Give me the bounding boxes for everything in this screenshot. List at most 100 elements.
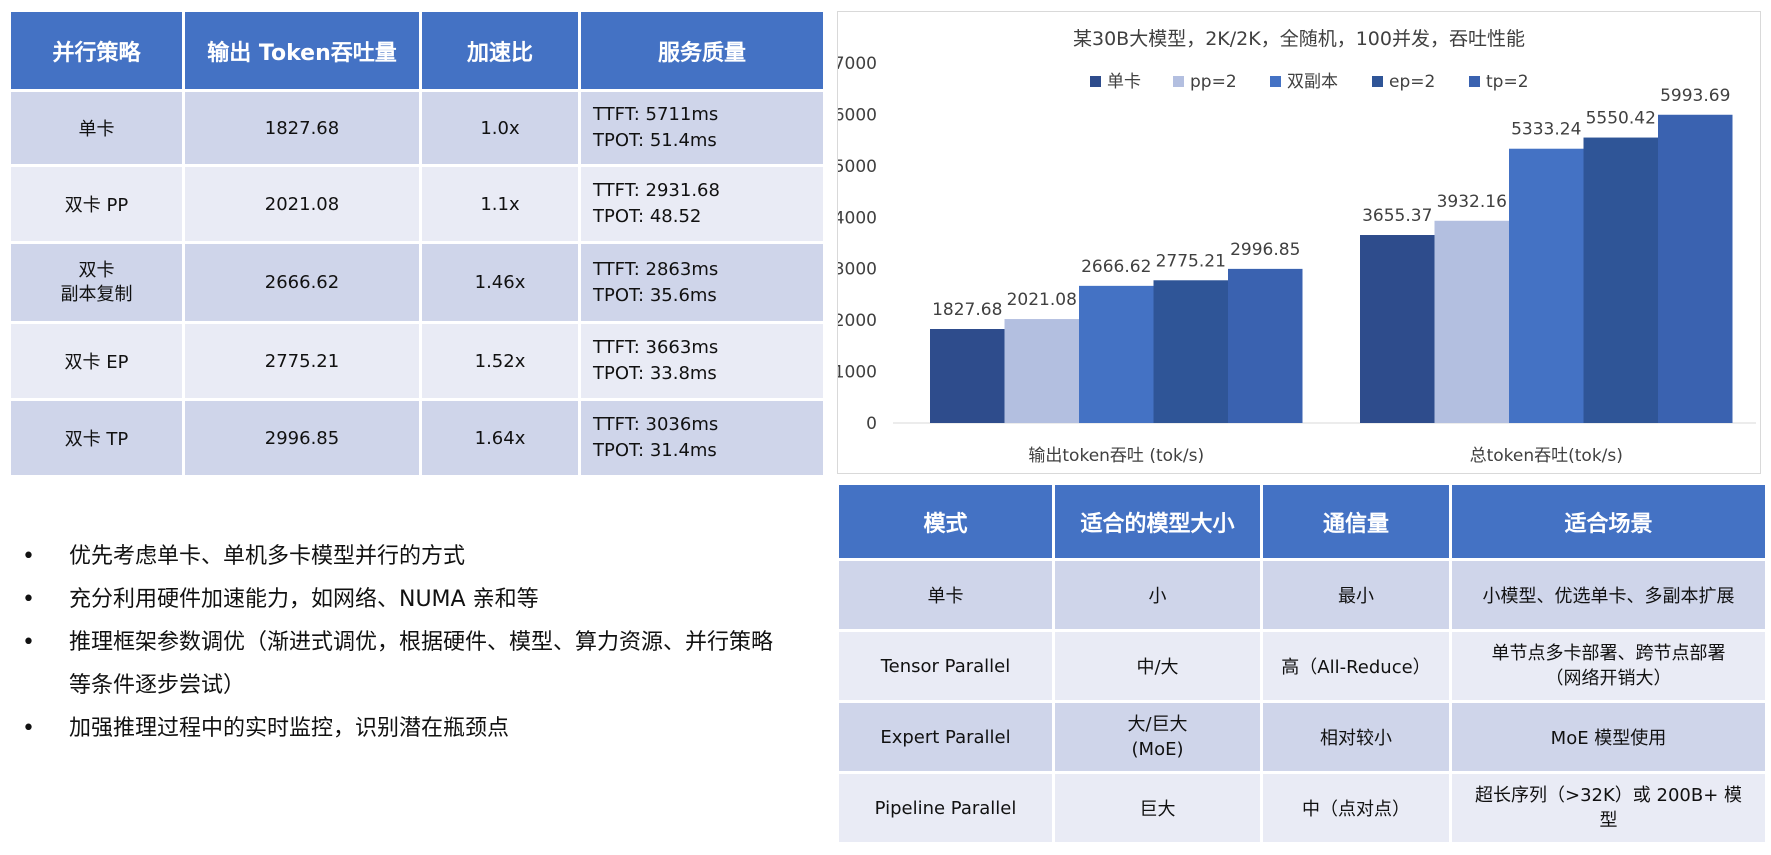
strategy-cell: 双卡 TP bbox=[8, 398, 185, 478]
table-row: 双卡 PP 2021.08 1.1x TTFT: 2931.68 TPOT: 48… bbox=[8, 164, 826, 244]
bar bbox=[1153, 280, 1228, 423]
speedup-cell: 1.0x bbox=[419, 89, 581, 167]
data-label: 5550.42 bbox=[1586, 109, 1656, 129]
scene-cell: 超长序列（>32K）或 200B+ 模型 bbox=[1449, 771, 1768, 845]
scene-cell: MoE 模型使用 bbox=[1449, 700, 1768, 774]
chart-canvas: 某30B大模型，2K/2K，全随机，100并发，吞吐性能 0 1000 2000 300… bbox=[838, 28, 1756, 466]
y-tick-label: 2000 bbox=[838, 311, 877, 331]
list-item: • 优先考虑单卡、单机多卡模型并行的方式 bbox=[18, 535, 788, 578]
y-tick-label: 5000 bbox=[838, 157, 877, 177]
qos-cell: TTFT: 5711ms TPOT: 51.4ms bbox=[578, 89, 826, 167]
mode-cell: 单卡 bbox=[836, 558, 1055, 632]
comm-cell: 相对较小 bbox=[1260, 700, 1452, 774]
size-cell: 中/大 bbox=[1052, 629, 1263, 703]
qos-cell: TTFT: 3663ms TPOT: 33.8ms bbox=[578, 321, 826, 401]
strategy-performance-table: 并行策略 输出 Token吞吐量 加速比 服务质量 单卡 1827.68 1.0… bbox=[8, 9, 826, 478]
legend-swatch bbox=[1270, 76, 1281, 87]
bar bbox=[1509, 148, 1584, 423]
bar bbox=[1079, 285, 1154, 423]
mode-cell: Tensor Parallel bbox=[836, 629, 1055, 703]
mode-cell: Pipeline Parallel bbox=[836, 771, 1055, 845]
header-strategy: 并行策略 bbox=[8, 9, 185, 92]
bar bbox=[1228, 268, 1303, 423]
table-row: 单卡 1827.68 1.0x TTFT: 5711ms TPOT: 51.4ms bbox=[8, 89, 826, 167]
header-scenario: 适合场景 bbox=[1449, 482, 1768, 561]
throughput-cell: 2775.21 bbox=[182, 321, 422, 401]
throughput-chart: 某30B大模型，2K/2K，全随机，100并发，吞吐性能 0 1000 2000 300… bbox=[837, 11, 1761, 474]
bullet-text: 推理框架参数调优（渐进式调优，根据硬件、模型、算力资源、并行策略等条件逐步尝试） bbox=[69, 630, 774, 698]
table-header-row: 并行策略 输出 Token吞吐量 加速比 服务质量 bbox=[8, 9, 826, 92]
bullet-marker: • bbox=[22, 630, 35, 655]
legend-swatch bbox=[1469, 76, 1480, 87]
scene-cell: 小模型、优选单卡、多副本扩展 bbox=[1449, 558, 1768, 632]
legend-entry: 单卡 bbox=[1107, 72, 1141, 92]
throughput-cell: 2996.85 bbox=[182, 398, 422, 478]
bullet-marker: • bbox=[22, 587, 35, 612]
header-model-size: 适合的模型大小 bbox=[1052, 482, 1263, 561]
size-cell: 小 bbox=[1052, 558, 1263, 632]
speedup-cell: 1.64x bbox=[419, 398, 581, 478]
bullet-text: 加强推理过程中的实时监控，识别潜在瓶颈点 bbox=[69, 716, 510, 741]
y-tick-label: 4000 bbox=[838, 208, 877, 228]
header-throughput: 输出 Token吞吐量 bbox=[182, 9, 422, 92]
y-tick-label: 7000 bbox=[838, 54, 877, 74]
speedup-cell: 1.46x bbox=[419, 241, 581, 324]
x-tick-label: 输出token吞吐 (tok/s) bbox=[1028, 446, 1204, 466]
legend-entry: pp=2 bbox=[1190, 72, 1237, 92]
qos-cell: TTFT: 3036ms TPOT: 31.4ms bbox=[578, 398, 826, 478]
bar bbox=[930, 329, 1005, 423]
bullet-text: 优先考虑单卡、单机多卡模型并行的方式 bbox=[69, 544, 466, 569]
strategy-cell: 双卡 副本复制 bbox=[8, 241, 185, 324]
bar bbox=[1360, 235, 1435, 423]
legend-swatch bbox=[1372, 76, 1383, 87]
list-item: • 充分利用硬件加速能力，如网络、NUMA 亲和等 bbox=[18, 578, 788, 621]
y-tick-label: 3000 bbox=[838, 260, 877, 280]
parallel-mode-table: 模式 适合的模型大小 通信量 适合场景 单卡 小 最小 小模型、优选单卡、多副本… bbox=[836, 482, 1768, 845]
bar bbox=[1004, 319, 1079, 423]
y-tick-label: 1000 bbox=[838, 363, 877, 383]
table-row: 单卡 小 最小 小模型、优选单卡、多副本扩展 bbox=[836, 558, 1768, 632]
legend-swatch bbox=[1173, 76, 1184, 87]
size-cell: 大/巨大 (MoE) bbox=[1052, 700, 1263, 774]
mode-cell: Expert Parallel bbox=[836, 700, 1055, 774]
strategy-cell: 双卡 PP bbox=[8, 164, 185, 244]
table-header-row: 模式 适合的模型大小 通信量 适合场景 bbox=[836, 482, 1768, 561]
data-label: 5333.24 bbox=[1511, 120, 1581, 140]
table-row: 双卡 TP 2996.85 1.64x TTFT: 3036ms TPOT: 31… bbox=[8, 398, 826, 478]
throughput-cell: 1827.68 bbox=[182, 89, 422, 167]
data-label: 3932.16 bbox=[1437, 192, 1507, 212]
bar bbox=[1658, 114, 1733, 423]
header-qos: 服务质量 bbox=[578, 9, 826, 92]
throughput-cell: 2021.08 bbox=[182, 164, 422, 244]
list-item: • 加强推理过程中的实时监控，识别潜在瓶颈点 bbox=[18, 707, 788, 750]
speedup-cell: 1.1x bbox=[419, 164, 581, 244]
throughput-cell: 2666.62 bbox=[182, 241, 422, 324]
legend-entry: tp=2 bbox=[1486, 72, 1529, 92]
comm-cell: 高（All-Reduce） bbox=[1260, 629, 1452, 703]
x-tick-label: 总token吞吐(tok/s) bbox=[1470, 446, 1623, 466]
data-label: 2996.85 bbox=[1230, 240, 1300, 260]
header-speedup: 加速比 bbox=[419, 9, 581, 92]
bar bbox=[1434, 220, 1509, 423]
data-label: 5993.69 bbox=[1660, 86, 1730, 106]
legend-entry: ep=2 bbox=[1389, 72, 1435, 92]
header-mode: 模式 bbox=[836, 482, 1055, 561]
data-label: 1827.68 bbox=[932, 300, 1002, 320]
data-label: 2021.08 bbox=[1007, 290, 1077, 310]
table-row: Expert Parallel 大/巨大 (MoE) 相对较小 MoE 模型使用 bbox=[836, 700, 1768, 774]
legend-entry: 双副本 bbox=[1287, 72, 1338, 92]
size-cell: 巨大 bbox=[1052, 771, 1263, 845]
y-tick-label: 0 bbox=[866, 414, 877, 434]
y-tick-label: 6000 bbox=[838, 105, 877, 125]
table-row: 双卡 EP 2775.21 1.52x TTFT: 3663ms TPOT: 33… bbox=[8, 321, 826, 401]
table-row: Pipeline Parallel 巨大 中（点对点） 超长序列（>32K）或 … bbox=[836, 771, 1768, 845]
strategy-cell: 双卡 EP bbox=[8, 321, 185, 401]
data-label: 3655.37 bbox=[1362, 206, 1432, 226]
list-item: • 推理框架参数调优（渐进式调优，根据硬件、模型、算力资源、并行策略等条件逐步尝试… bbox=[18, 621, 788, 707]
qos-cell: TTFT: 2863ms TPOT: 35.6ms bbox=[578, 241, 826, 324]
chart-title: 某30B大模型，2K/2K，全随机，100并发，吞吐性能 bbox=[1073, 28, 1525, 50]
data-label: 2666.62 bbox=[1081, 257, 1151, 277]
bullet-marker: • bbox=[22, 544, 35, 569]
table-row: 双卡 副本复制 2666.62 1.46x TTFT: 2863ms TPOT: 3… bbox=[8, 241, 826, 324]
legend-swatch bbox=[1090, 76, 1101, 87]
